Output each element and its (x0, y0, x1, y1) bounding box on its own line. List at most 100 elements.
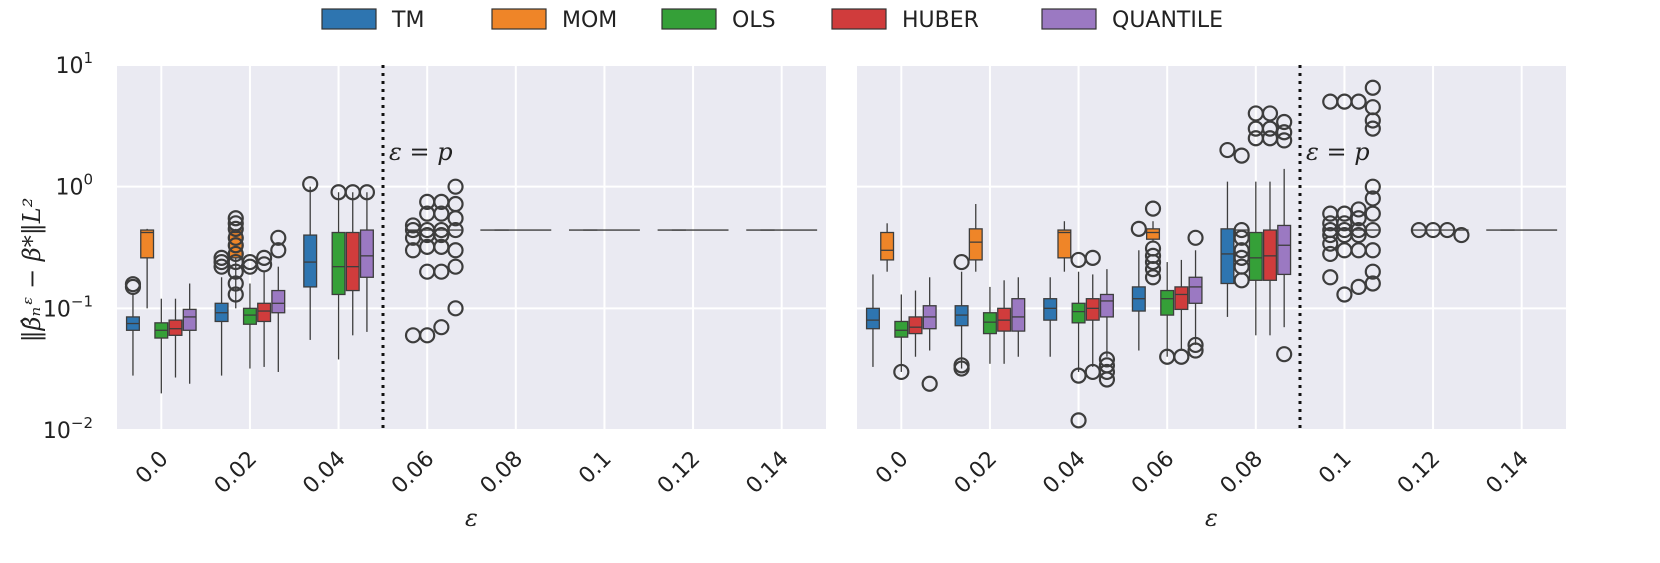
flier-point (893, 363, 910, 381)
box-mom (1057, 221, 1072, 272)
x-tick-label: 0.02 (950, 447, 1002, 499)
flier-point (1173, 348, 1190, 365)
box-quantile (270, 229, 287, 372)
legend: TM MOM OLS HUBER QUANTILE (321, 8, 1223, 33)
box-quantile (182, 283, 197, 384)
x-tick-label: 0.08 (1216, 447, 1268, 499)
box-iqr (908, 316, 923, 335)
box-ols (982, 286, 997, 364)
flier-point (1350, 226, 1367, 244)
x-axis-label: ε (465, 504, 478, 532)
flier-point (1098, 357, 1116, 374)
box-iqr (1099, 293, 1114, 318)
box-iqr (1071, 302, 1086, 324)
flier-point (1098, 363, 1116, 381)
box-quantile (1364, 79, 1381, 292)
legend-label: QUANTILE (1112, 8, 1223, 33)
flier-point (1098, 351, 1116, 368)
flier-point (1364, 178, 1381, 195)
flier-point (447, 300, 464, 317)
box-ols (893, 294, 910, 381)
box-iqr (1057, 229, 1072, 259)
box-huber (168, 298, 183, 378)
flier-point (1336, 286, 1353, 303)
box-tm (302, 175, 319, 340)
y-tick-base: 10 (43, 297, 71, 322)
flier-point (447, 195, 464, 213)
flier-point (256, 249, 273, 266)
flier-point (227, 286, 244, 303)
box-mom (880, 223, 895, 272)
flier-point (1364, 221, 1381, 239)
box-quantile (447, 178, 464, 317)
box-iqr (331, 231, 346, 296)
x-tick-label: 0.1 (574, 447, 616, 489)
flier-point (358, 184, 376, 201)
y-tick-label: 100 (55, 171, 93, 201)
flier-point (1336, 215, 1353, 232)
flier-point (1322, 269, 1339, 286)
box-tm (1043, 277, 1058, 357)
legend-item: QUANTILE (1041, 8, 1223, 33)
flier-point (1261, 105, 1279, 122)
box-quantile (921, 277, 938, 392)
legend-label: HUBER (902, 8, 979, 33)
flier-point (1364, 99, 1381, 116)
box-quantile (358, 184, 376, 332)
box-quantile (1098, 269, 1116, 388)
box-quantile (1187, 229, 1204, 359)
legend-label: OLS (732, 8, 776, 33)
box-huber (1173, 259, 1190, 365)
x-tick-label: 0.04 (298, 447, 350, 499)
flier-point (213, 249, 230, 266)
box-iqr (865, 307, 880, 330)
box-mom (968, 204, 983, 272)
legend-swatch (321, 8, 377, 30)
flier-point (270, 229, 287, 246)
flier-point (1276, 132, 1293, 149)
flier-point (1276, 113, 1293, 131)
box-iqr (1174, 286, 1189, 311)
flier-point (433, 226, 450, 244)
legend-swatch (491, 8, 547, 30)
box-iqr (1262, 229, 1278, 281)
box-mom (1233, 147, 1250, 289)
legend-item: OLS (661, 8, 776, 33)
flier-point (1144, 269, 1162, 286)
flier-point (1364, 275, 1381, 292)
box-quantile (1453, 226, 1470, 244)
x-tick-label: 0.14 (1482, 447, 1534, 499)
box-iqr (1043, 298, 1058, 321)
flier-point (256, 256, 273, 273)
x-tick-label: 0.04 (1038, 447, 1090, 499)
flier-point (1187, 229, 1204, 246)
x-tick-label: 0.12 (653, 447, 705, 499)
x-tick-label: 0.0 (871, 447, 913, 489)
box-huber (997, 280, 1012, 364)
flier-point (1233, 229, 1250, 246)
flier-point (227, 237, 244, 254)
box-huber (1261, 105, 1279, 336)
box-iqr (359, 229, 374, 278)
box-quantile (1011, 277, 1026, 357)
flier-point (1084, 249, 1101, 266)
flier-point (1336, 205, 1353, 222)
y-tick-exponent: 1 (83, 49, 93, 67)
flier-point (270, 242, 287, 259)
legend-swatch (1041, 8, 1097, 30)
flier-point (433, 205, 450, 222)
box-tm (124, 276, 142, 376)
flier-point (447, 242, 464, 259)
box-mom (227, 210, 244, 309)
flier-point (921, 375, 938, 392)
box-iqr (168, 319, 183, 336)
flier-point (1364, 205, 1381, 222)
flier-point (227, 220, 244, 237)
flier-point (1187, 336, 1204, 354)
flier-point (1233, 249, 1250, 266)
flier-point (1233, 258, 1250, 275)
box-tm (1219, 141, 1236, 317)
box-iqr (345, 231, 360, 292)
